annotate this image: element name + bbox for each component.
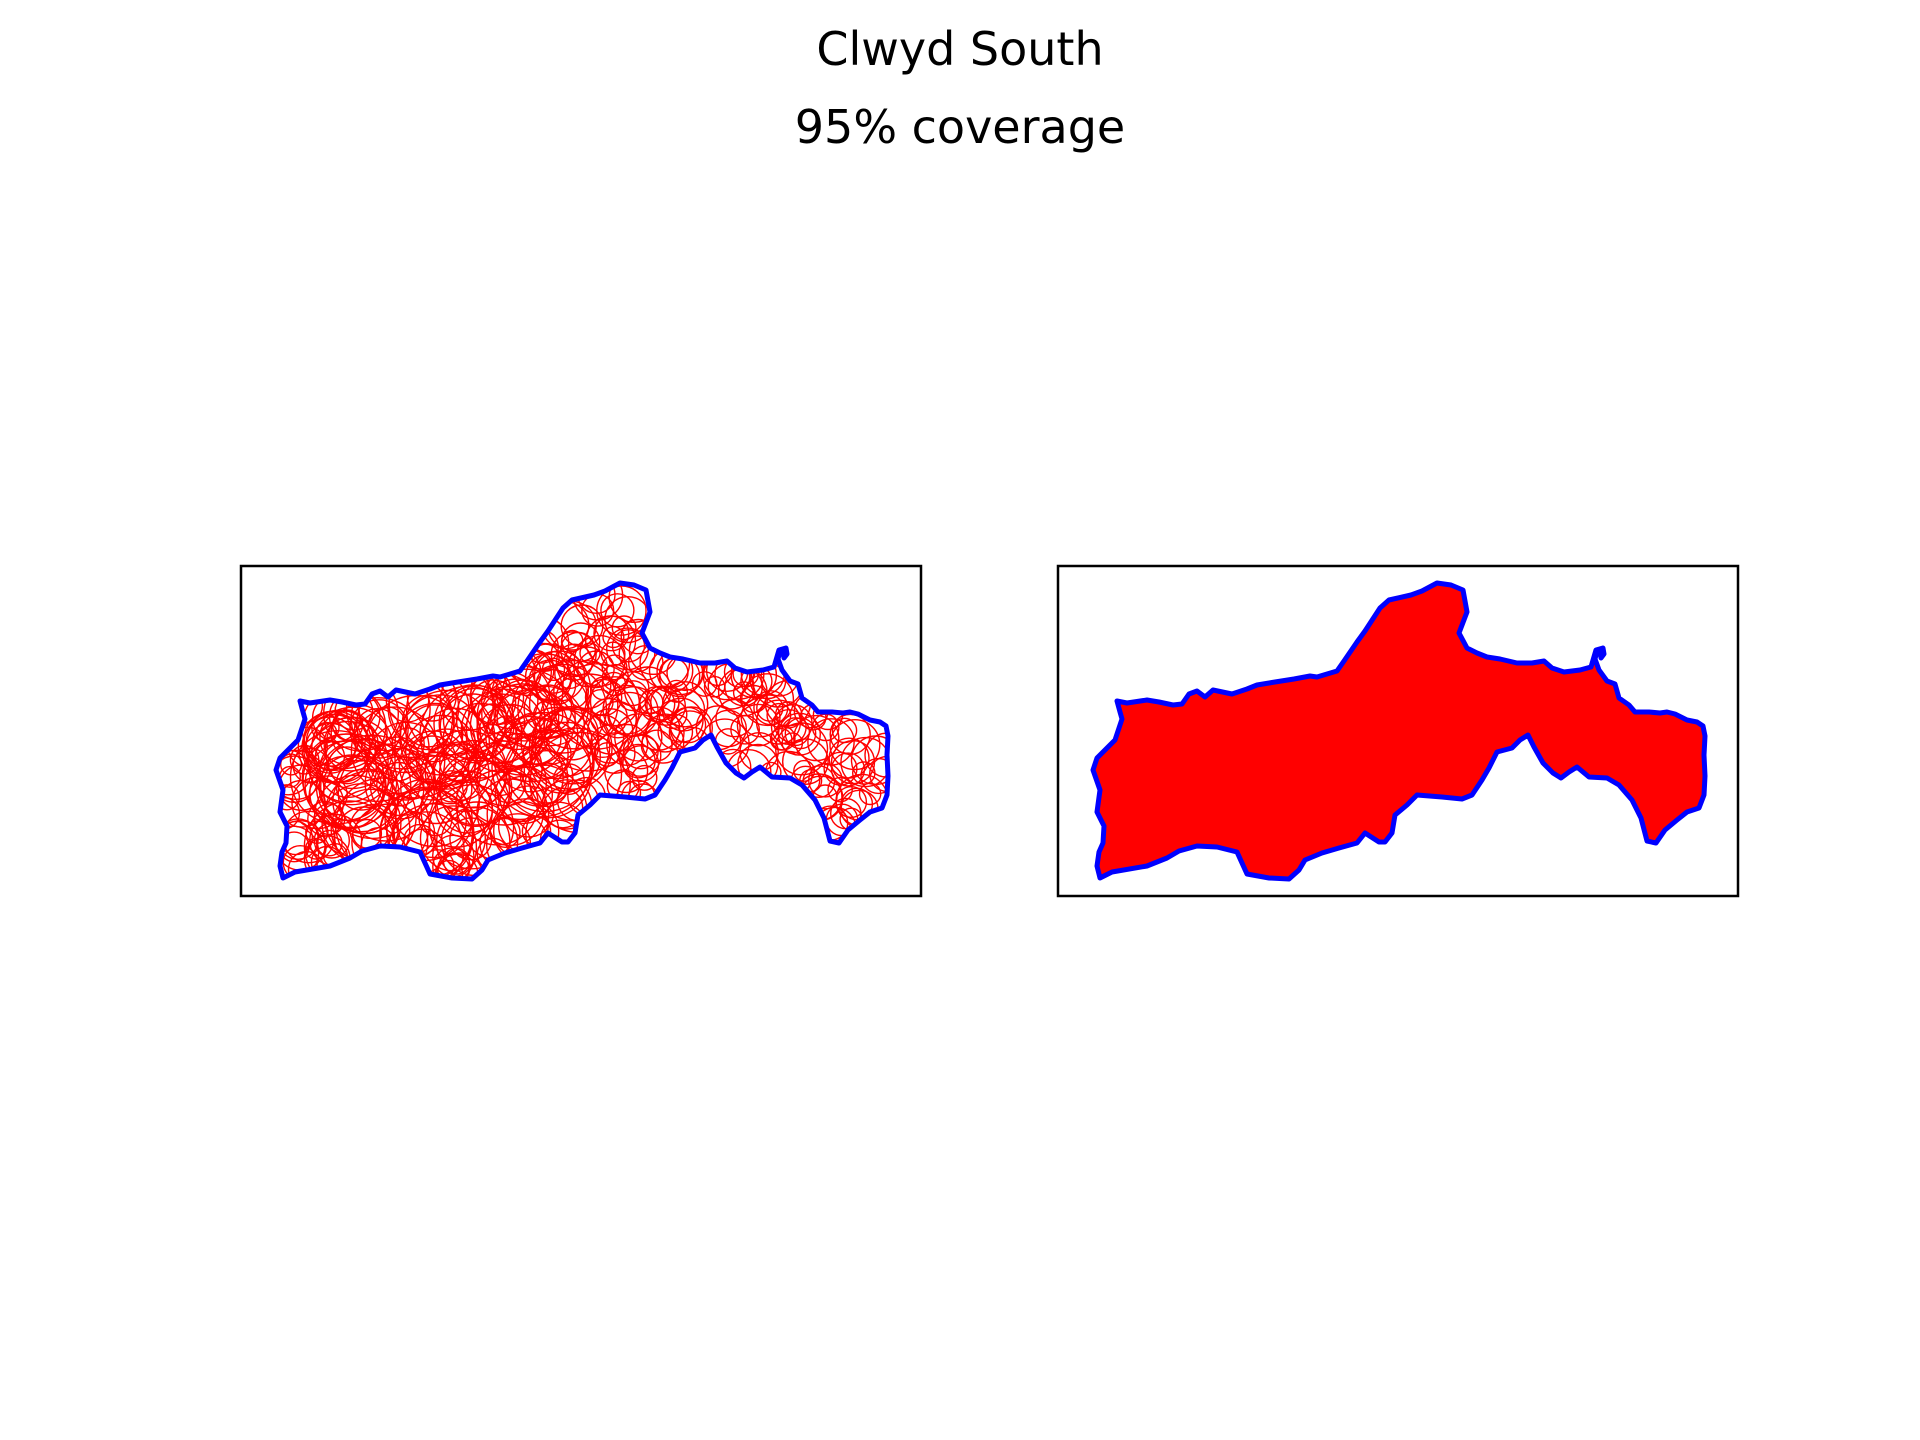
coverage-circle (586, 708, 634, 755)
coverage-circle (436, 852, 470, 879)
coverage-circle (432, 743, 490, 801)
coverage-circle (276, 784, 301, 811)
coverage-circle (324, 697, 430, 803)
coverage-circle (532, 699, 564, 731)
coverage-circle (435, 801, 519, 879)
constituency-outline (273, 580, 891, 882)
coverage-circle (304, 740, 394, 830)
figure-subtitle: 95% coverage (794, 100, 1126, 154)
coverage-circle (319, 710, 374, 765)
coverage-circle (554, 658, 586, 690)
coverage-circle (589, 697, 628, 736)
coverage-circle (622, 733, 659, 770)
coverage-circle (740, 697, 781, 738)
coverage-circle (432, 847, 471, 879)
coverage-circle (301, 713, 371, 783)
coverage-circle (577, 650, 615, 689)
coverage-circle (501, 653, 588, 740)
coverage-circle (631, 764, 658, 791)
coverage-circle (662, 681, 709, 728)
coverage-circle (476, 683, 569, 776)
coverage-circle (640, 729, 673, 762)
coverage-circle (562, 659, 612, 710)
coverage-circle (618, 635, 656, 673)
coverage-circle (379, 786, 473, 879)
coverage-circle (398, 730, 470, 801)
coverage-circles (276, 583, 888, 879)
constituency-outline (1090, 580, 1708, 882)
coverage-circle (614, 713, 663, 762)
coverage-circle (601, 663, 630, 692)
coverage-circle (531, 709, 600, 778)
coverage-circle (424, 729, 508, 813)
coverage-circle (496, 684, 560, 748)
coverage-circle (828, 737, 870, 779)
coverage-circle (691, 671, 718, 697)
coverage-circle (469, 685, 552, 768)
coverage-circle (490, 768, 526, 804)
coverage-circle (622, 745, 660, 783)
coverage-circle (517, 663, 608, 754)
coverage-circle (289, 730, 385, 825)
coverage-circle (611, 615, 637, 641)
coverage-circle (770, 709, 807, 746)
coverage-circle (602, 625, 625, 649)
coverage-circle (827, 776, 853, 803)
coverage-circle (442, 687, 508, 753)
coverage-circle (661, 688, 706, 732)
coverage-circle (617, 680, 649, 712)
coverage-circle (658, 697, 704, 743)
coverage-circle (621, 743, 656, 779)
coverage-circle (561, 629, 584, 653)
coverage-circle (830, 740, 876, 785)
coverage-fill (1093, 583, 1705, 879)
coverage-circle (455, 762, 539, 846)
figure-title: Clwyd South (816, 22, 1104, 76)
coverage-circle (639, 685, 676, 723)
coverage-circle (770, 725, 796, 751)
coverage-circle (433, 684, 513, 764)
circle-coverage-panel (239, 564, 923, 898)
coverage-circle (435, 770, 468, 803)
coverage-circle (522, 730, 572, 780)
coverage-circle (420, 775, 494, 848)
coverage-circle (858, 782, 882, 806)
coverage-circle (623, 666, 672, 715)
coverage-circle (376, 761, 421, 807)
coverage-circle (308, 775, 348, 815)
coverage-circle (531, 721, 602, 792)
coverage-circle (593, 732, 636, 774)
coverage-circle (520, 706, 593, 780)
coverage-circle (327, 746, 366, 785)
coverage-circle (495, 642, 592, 739)
filled-coverage-panel (1056, 564, 1740, 898)
coverage-circle (315, 829, 343, 857)
coverage-circle (584, 615, 637, 667)
coverage-circle (476, 778, 545, 847)
coverage-circle (782, 738, 829, 785)
coverage-circle (601, 654, 628, 681)
coverage-circle (830, 752, 866, 787)
coverage-circle (829, 718, 881, 771)
coverage-circle (646, 686, 686, 726)
coverage-circle (291, 776, 345, 830)
coverage-circle (469, 679, 517, 726)
coverage-circle (553, 673, 590, 710)
coverage-circle (400, 751, 473, 825)
coverage-circle (741, 673, 795, 727)
